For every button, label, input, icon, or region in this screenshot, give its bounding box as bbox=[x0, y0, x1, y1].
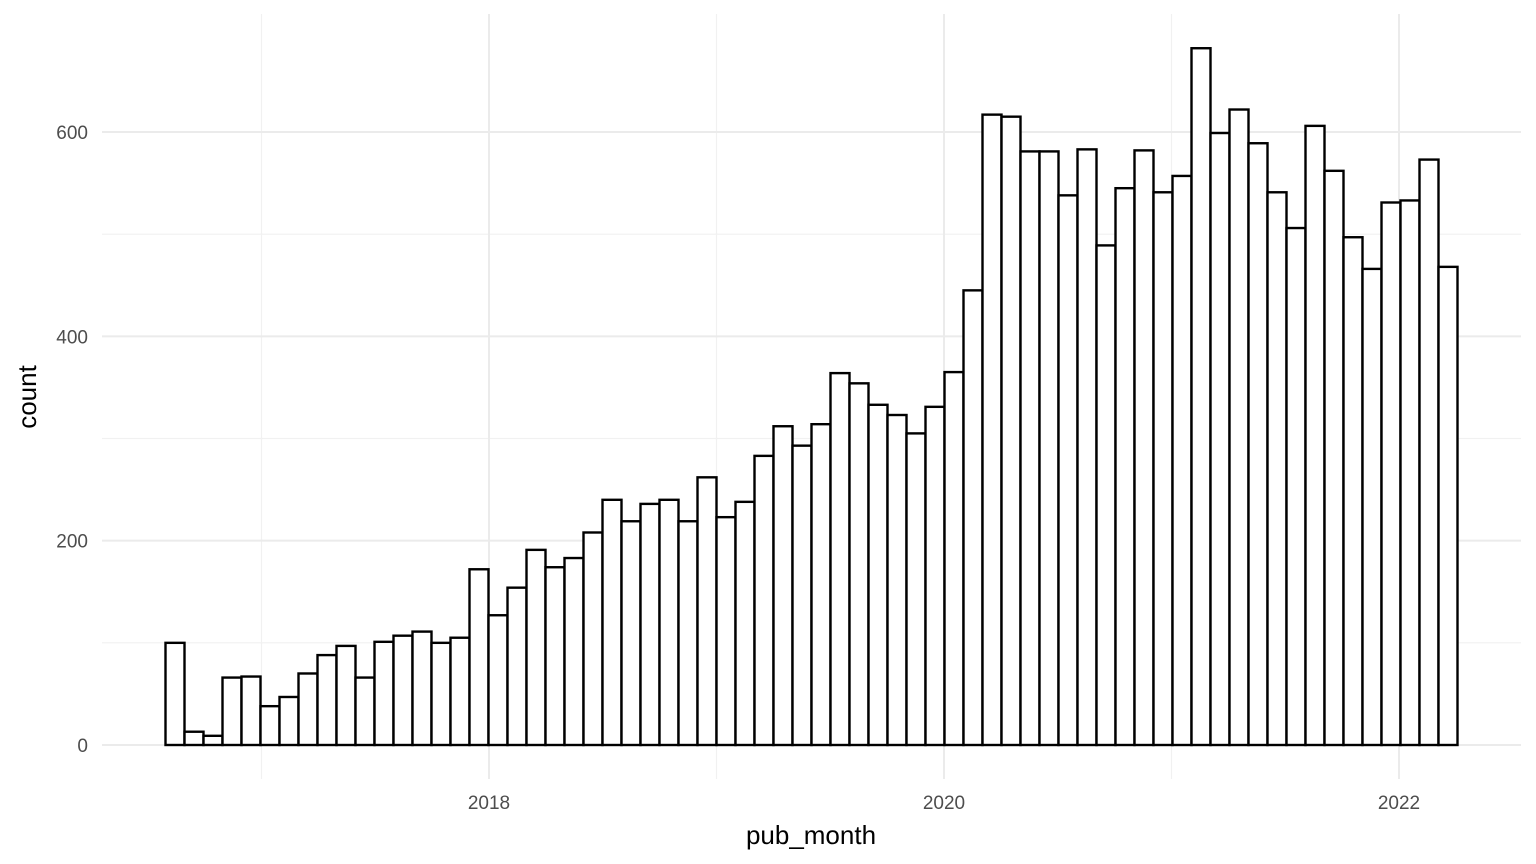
histogram-bar bbox=[717, 517, 736, 745]
histogram-bar bbox=[242, 677, 261, 745]
histogram-bar bbox=[1306, 126, 1325, 745]
histogram-bar bbox=[869, 405, 888, 745]
histogram-bar bbox=[1135, 150, 1154, 745]
histogram-bar bbox=[413, 632, 432, 745]
histogram-bar bbox=[261, 706, 280, 745]
histogram-bar bbox=[489, 615, 508, 745]
histogram-bar bbox=[926, 407, 945, 745]
histogram-bar bbox=[1002, 117, 1021, 745]
histogram-bar bbox=[1021, 151, 1040, 745]
histogram-bar bbox=[1097, 245, 1116, 745]
histogram-bar bbox=[679, 521, 698, 745]
histogram-bar bbox=[1059, 195, 1078, 745]
histogram-bar bbox=[907, 433, 926, 745]
histogram-bar bbox=[565, 558, 584, 745]
histogram-bar bbox=[1078, 149, 1097, 745]
histogram-bar bbox=[1154, 192, 1173, 745]
histogram-bar bbox=[1230, 110, 1249, 745]
histogram-bar bbox=[1401, 200, 1420, 745]
histogram-bar bbox=[850, 383, 869, 745]
histogram-bar bbox=[318, 655, 337, 745]
histogram-bar bbox=[1116, 188, 1135, 745]
histogram-bar bbox=[1325, 171, 1344, 745]
histogram-bar bbox=[356, 678, 375, 745]
x-axis-tick-labels: 2018 2020 2022 bbox=[468, 793, 1420, 814]
histogram-bar bbox=[451, 638, 470, 745]
y-axis-tick-labels: 0 200 400 600 bbox=[56, 123, 88, 757]
histogram-bar bbox=[888, 415, 907, 745]
histogram-bar bbox=[1344, 237, 1363, 745]
histogram-bar bbox=[603, 500, 622, 745]
histogram-bar bbox=[280, 697, 299, 745]
histogram-bar bbox=[223, 678, 242, 745]
histogram-bar bbox=[204, 736, 223, 745]
histogram-bars bbox=[166, 48, 1458, 745]
y-tick-label: 600 bbox=[56, 123, 88, 144]
histogram-bar bbox=[774, 426, 793, 745]
x-tick-label: 2020 bbox=[923, 793, 965, 814]
y-tick-label: 0 bbox=[77, 736, 88, 757]
histogram-bar bbox=[755, 456, 774, 745]
histogram-bar bbox=[508, 588, 527, 745]
histogram-bar bbox=[812, 424, 831, 745]
histogram-bar bbox=[584, 532, 603, 745]
histogram-bar bbox=[1439, 267, 1458, 745]
x-tick-label: 2022 bbox=[1378, 793, 1420, 814]
y-tick-label: 200 bbox=[56, 532, 88, 553]
x-axis-title: pub_month bbox=[746, 820, 876, 850]
histogram-bar bbox=[1211, 133, 1230, 745]
histogram-bar bbox=[527, 550, 546, 745]
histogram-bar bbox=[337, 646, 356, 745]
histogram-bar bbox=[394, 636, 413, 745]
histogram-bar bbox=[698, 477, 717, 745]
histogram-bar bbox=[964, 290, 983, 745]
histogram-bar bbox=[945, 372, 964, 745]
histogram-bar bbox=[470, 569, 489, 745]
histogram-bar bbox=[736, 502, 755, 745]
histogram-bar bbox=[983, 115, 1002, 745]
histogram-bar bbox=[1173, 176, 1192, 745]
y-axis-title: count bbox=[12, 364, 42, 428]
histogram-bar bbox=[660, 500, 679, 745]
histogram-bar bbox=[375, 642, 394, 745]
histogram-bar bbox=[1382, 202, 1401, 745]
histogram-bar bbox=[1420, 160, 1439, 745]
histogram-bar bbox=[1192, 48, 1211, 745]
histogram-bar bbox=[1040, 151, 1059, 745]
histogram-bar bbox=[622, 521, 641, 745]
histogram-bar bbox=[1249, 143, 1268, 745]
histogram-bar bbox=[1363, 269, 1382, 745]
histogram-bar bbox=[432, 643, 451, 745]
histogram-bar bbox=[546, 567, 565, 745]
y-tick-label: 400 bbox=[56, 327, 88, 348]
histogram-bar bbox=[185, 732, 204, 745]
x-tick-label: 2018 bbox=[468, 793, 510, 814]
histogram-bar bbox=[831, 373, 850, 745]
histogram-bar bbox=[641, 504, 660, 745]
histogram-bar bbox=[1287, 228, 1306, 745]
histogram-bar bbox=[793, 446, 812, 745]
histogram-bar bbox=[1268, 192, 1287, 745]
histogram-bar bbox=[299, 673, 318, 745]
histogram-bar bbox=[166, 643, 185, 745]
